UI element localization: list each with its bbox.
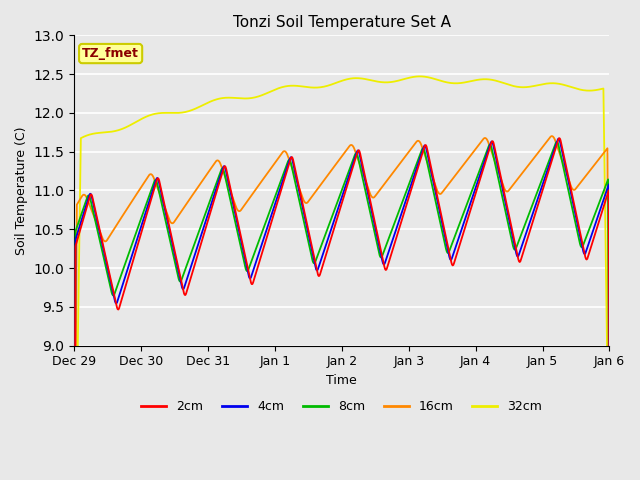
Y-axis label: Soil Temperature (C): Soil Temperature (C) <box>15 126 28 255</box>
2cm <box>531 211 539 217</box>
Line: 32cm: 32cm <box>74 76 609 480</box>
32cm <box>381 80 389 85</box>
8cm <box>381 246 389 252</box>
16cm <box>476 140 484 146</box>
2cm <box>103 260 111 265</box>
8cm <box>412 165 419 170</box>
4cm <box>476 171 484 177</box>
8cm <box>531 195 539 201</box>
2cm <box>412 174 419 180</box>
2cm <box>476 176 484 182</box>
2cm <box>556 135 563 141</box>
8cm <box>476 166 484 172</box>
4cm <box>412 170 419 176</box>
32cm <box>477 76 484 82</box>
Legend: 2cm, 4cm, 8cm, 16cm, 32cm: 2cm, 4cm, 8cm, 16cm, 32cm <box>136 396 547 418</box>
32cm <box>103 129 111 135</box>
4cm <box>396 218 403 224</box>
8cm <box>103 269 111 275</box>
Line: 4cm: 4cm <box>74 139 609 480</box>
16cm <box>103 237 111 243</box>
32cm <box>396 78 403 84</box>
16cm <box>412 141 419 146</box>
2cm <box>396 226 403 232</box>
4cm <box>381 260 389 265</box>
Title: Tonzi Soil Temperature Set A: Tonzi Soil Temperature Set A <box>233 15 451 30</box>
4cm <box>531 204 539 210</box>
2cm <box>605 400 613 406</box>
8cm <box>396 208 403 214</box>
Line: 2cm: 2cm <box>74 138 609 480</box>
8cm <box>553 139 561 145</box>
32cm <box>416 73 424 79</box>
X-axis label: Time: Time <box>326 374 357 387</box>
16cm <box>396 162 403 168</box>
32cm <box>412 74 419 80</box>
4cm <box>555 136 563 142</box>
16cm <box>548 133 556 139</box>
16cm <box>531 154 539 159</box>
16cm <box>381 180 389 186</box>
Text: TZ_fmet: TZ_fmet <box>82 47 139 60</box>
4cm <box>103 263 111 268</box>
32cm <box>532 83 540 88</box>
4cm <box>605 396 613 401</box>
Line: 16cm: 16cm <box>74 136 609 480</box>
Line: 8cm: 8cm <box>74 142 609 480</box>
2cm <box>381 266 389 272</box>
